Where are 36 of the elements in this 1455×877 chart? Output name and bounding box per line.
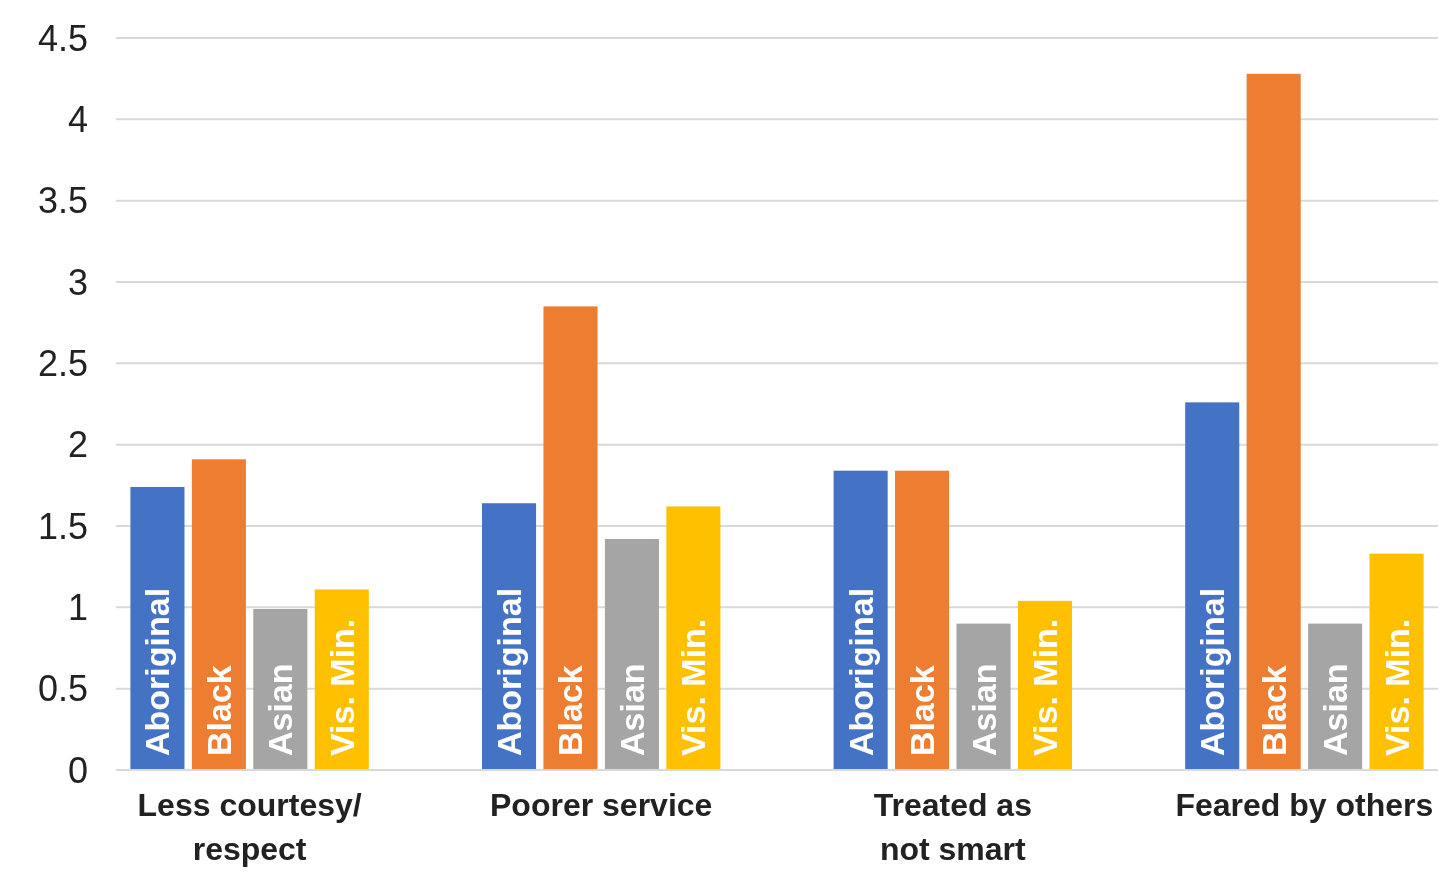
y-tick-label: 1.5 [37,505,88,547]
y-tick-label: 2.5 [37,342,88,384]
text: Vis. Min. [1377,618,1416,756]
series-label: Asian [612,663,651,756]
y-tick-label: 2 [67,424,88,466]
y-tick-label: 0 [67,749,88,791]
y-tick-label: 1 [67,586,88,628]
text: Asian [964,663,1003,756]
y-tick-label: 3.5 [37,180,88,222]
text: Aboriginal [490,587,529,756]
text: Aboriginal [138,587,177,756]
bar [604,539,659,770]
series-label: Vis. Min. [322,618,361,756]
text: Asian [1316,663,1355,756]
y-tick-label: 4 [67,98,88,140]
bar [1246,73,1301,770]
text: Black [903,665,942,756]
bar [666,506,721,770]
bar [895,470,950,770]
text: Vis. Min. [1025,618,1064,756]
text: Asian [261,663,300,756]
x-tick-label: Poorer service [490,787,713,823]
text: Black [199,665,238,756]
y-tick-label: 4.5 [37,17,88,59]
bar [191,459,246,770]
text: Aboriginal [1193,587,1232,756]
x-tick-label: Less courtesy/ respect [137,787,362,867]
text: Vis. Min. [674,618,713,756]
x-tick-label: Treated as not smart [873,787,1032,867]
series-label: Aboriginal [841,587,880,756]
x-tick-label: Feared by others [1175,787,1434,823]
y-tick-label: 0.5 [37,668,88,710]
series-label: Black [551,665,590,756]
bar [543,306,598,770]
text: Black [1254,665,1293,756]
y-tick-label: 3 [67,261,88,303]
